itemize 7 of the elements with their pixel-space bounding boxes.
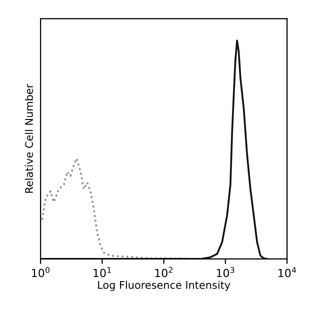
x-tick-label: 10$^{3}$ (216, 267, 234, 278)
x-tick-label: 10$^{1}$ (94, 267, 111, 278)
x-axis-title: Log Fluoresence Intensity (98, 280, 230, 291)
x-tick-label: 10$^{0}$ (32, 267, 50, 278)
x-tick-label: 10$^{4}$ (278, 267, 296, 278)
y-axis-title: Relative Cell Number (24, 84, 33, 193)
x-tick-label: 10$^{2}$ (155, 267, 172, 278)
